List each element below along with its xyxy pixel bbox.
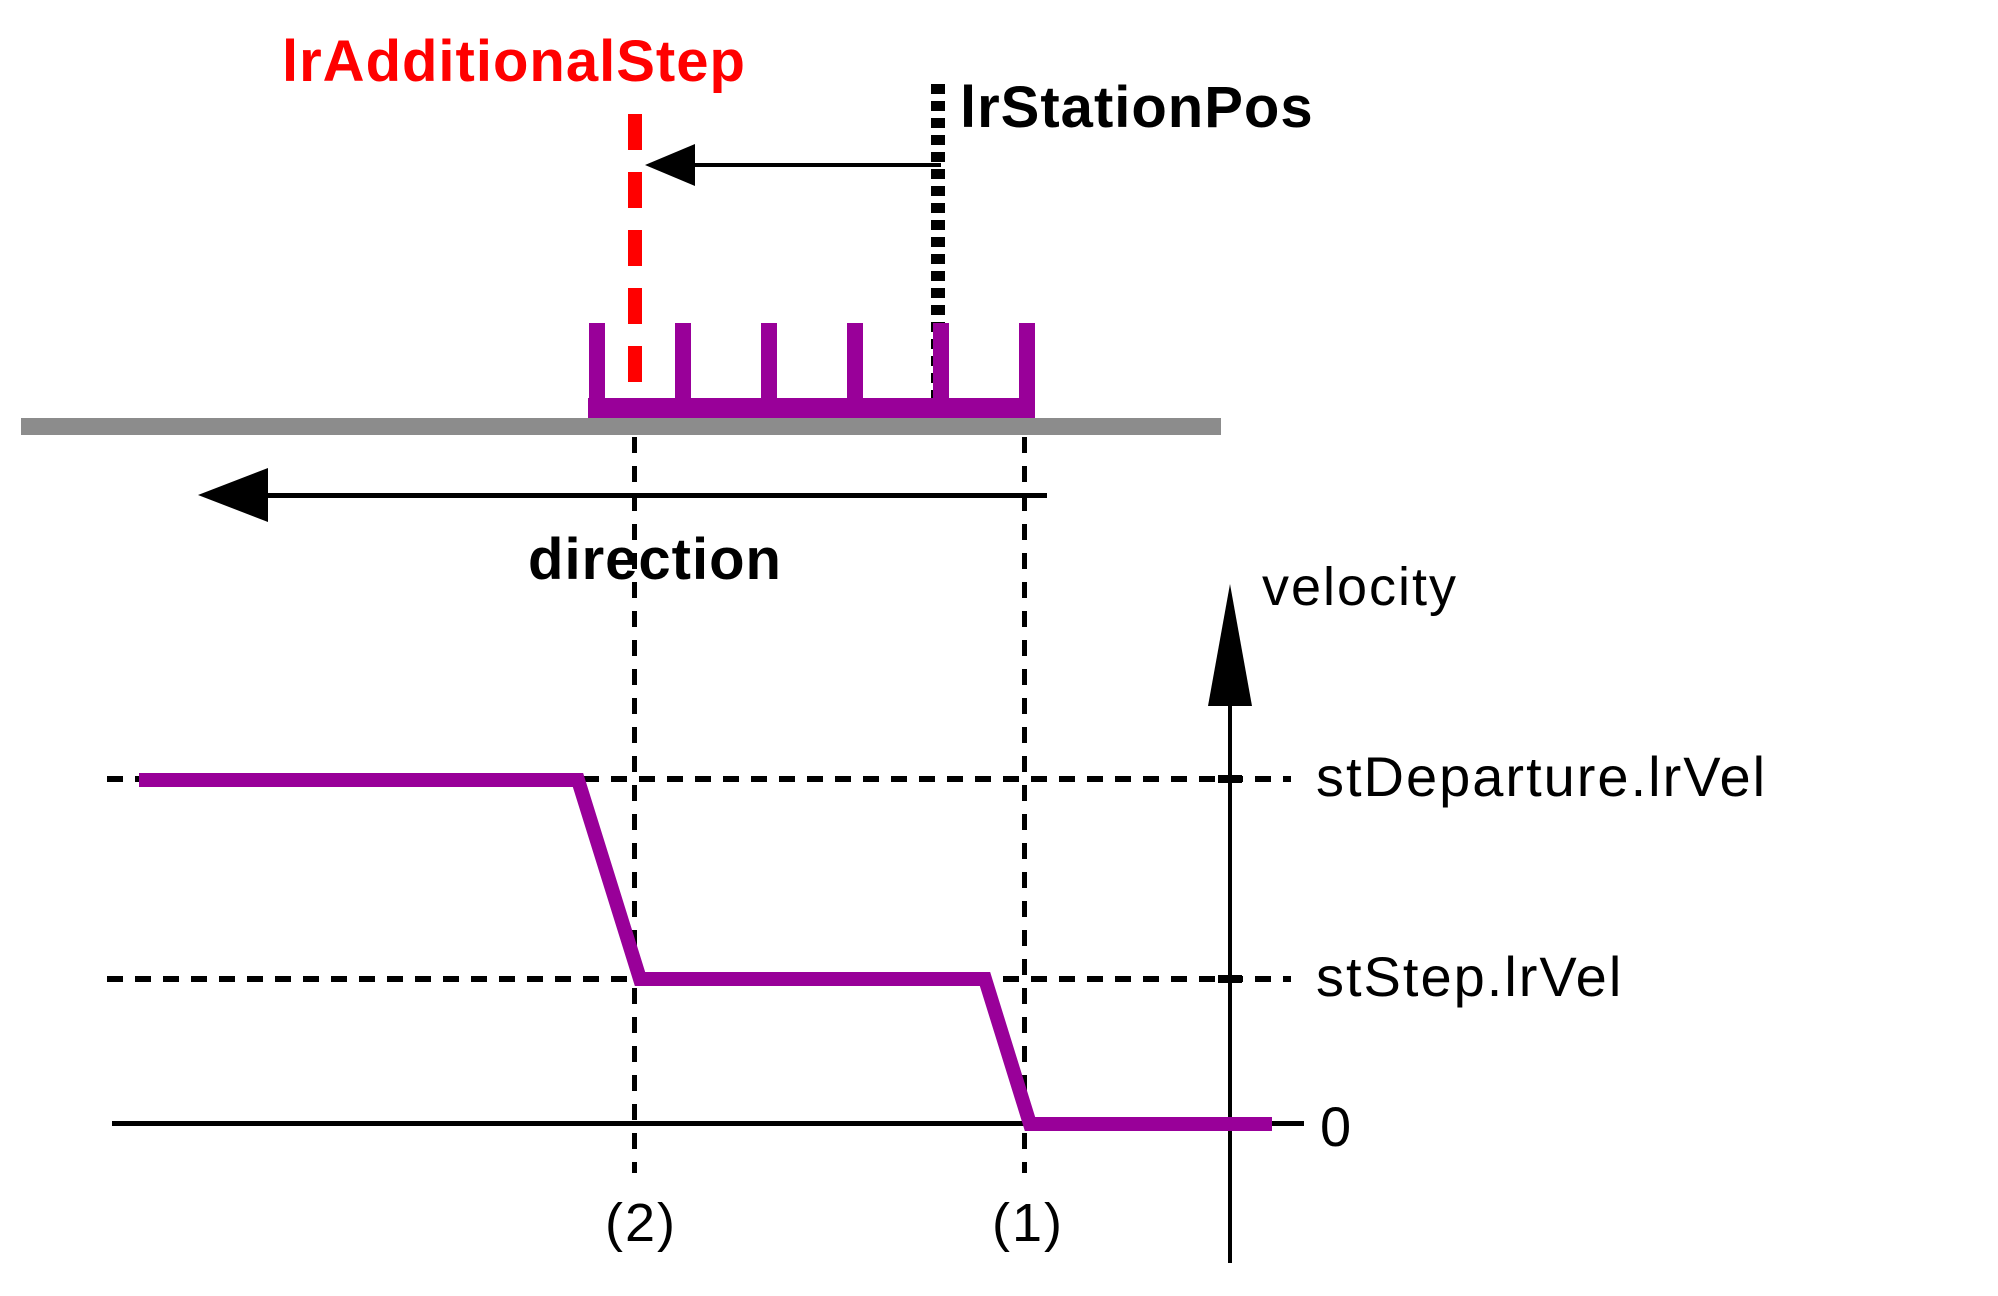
- comb-tooth: [847, 323, 863, 418]
- comb-tooth: [675, 323, 691, 418]
- comb-tooth: [1019, 323, 1035, 418]
- marker2-vline: [632, 437, 637, 1173]
- step-vel-label: stStep.lrVel: [1316, 945, 1624, 1008]
- marker1-vline: [1022, 437, 1027, 1173]
- additional-step-dashed-line: [628, 114, 642, 414]
- comb-tooth: [589, 323, 605, 418]
- departure-dotted-hline: [107, 776, 1291, 782]
- additional-step-label: lrAdditionalStep: [282, 29, 746, 94]
- zero-line: [112, 1121, 1304, 1126]
- station-pos-label: lrStationPos: [960, 75, 1314, 140]
- offset-left-arrowhead-icon: [645, 144, 695, 186]
- direction-label: direction: [528, 527, 782, 592]
- marker2-label: (2): [605, 1193, 677, 1253]
- zero-label: 0: [1320, 1095, 1354, 1158]
- velocity-axis-line: [1228, 598, 1232, 1263]
- direction-left-arrowhead-icon: [198, 468, 268, 522]
- comb-base: [588, 398, 1035, 418]
- offset-arrow-line: [688, 163, 941, 167]
- direction-arrow-line: [262, 493, 1047, 498]
- velocity-up-arrowhead-icon: [1208, 584, 1252, 706]
- comb-tooth: [761, 323, 777, 418]
- marker1-label: (1): [992, 1193, 1064, 1253]
- rail-bar: [21, 418, 1221, 435]
- departure-vel-label: stDeparture.lrVel: [1316, 745, 1768, 808]
- velocity-label: velocity: [1262, 557, 1459, 617]
- comb-tooth: [933, 323, 949, 418]
